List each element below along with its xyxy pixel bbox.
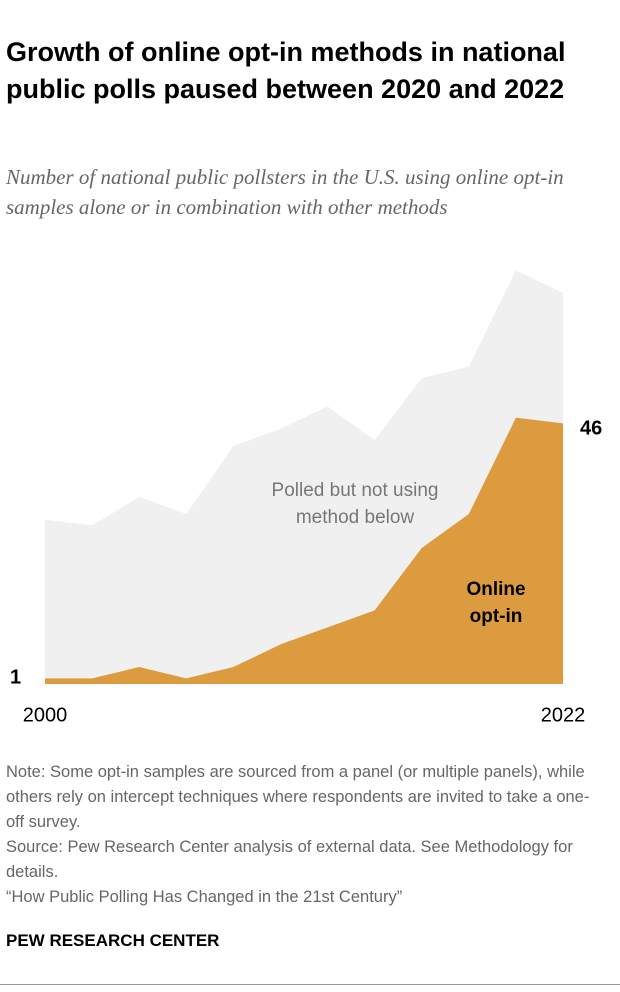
notes: Note: Some opt-in samples are sourced fr…: [6, 760, 606, 910]
area: [45, 270, 563, 679]
series-label: Polled but not using method below: [271, 480, 439, 528]
source: Source: Pew Research Center analysis of …: [6, 838, 573, 881]
data-label: 1: [10, 667, 21, 689]
chart-subtitle: Number of national public pollsters in t…: [6, 165, 564, 219]
data-label: 46: [580, 418, 602, 440]
series-label: Online opt-in: [466, 579, 526, 627]
brand: PEW RESEARCH CENTER: [6, 931, 220, 950]
x-tick-label: 2022: [541, 704, 586, 726]
area: [45, 417, 563, 684]
bottom-rule: [0, 984, 620, 985]
chart-title: Growth of online opt-in methods in natio…: [6, 37, 566, 104]
note: Note: Some opt-in samples are sourced fr…: [6, 763, 590, 831]
x-tick-label: 2000: [23, 704, 68, 726]
report-title: “How Public Polling Has Changed in the 2…: [6, 888, 403, 906]
